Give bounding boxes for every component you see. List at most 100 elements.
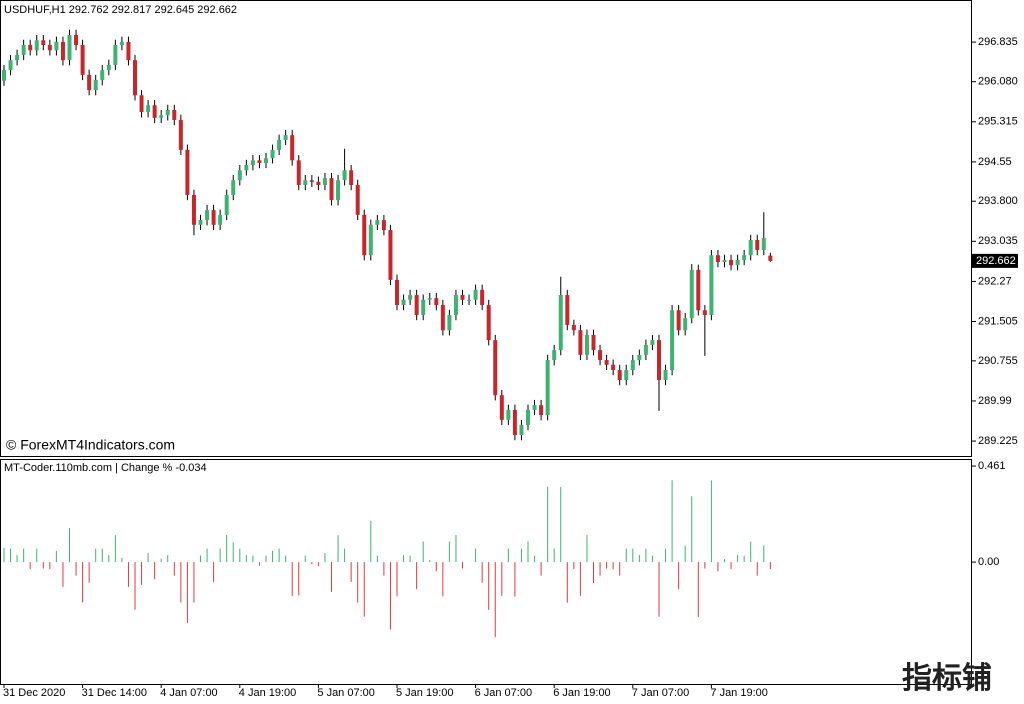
candle-body <box>611 364 616 371</box>
candle-body <box>447 314 452 331</box>
candle-body <box>336 180 341 201</box>
y-tick-label: 296.835 <box>978 36 1018 48</box>
candle-body <box>2 70 6 81</box>
price-pane <box>0 0 972 457</box>
candle-body <box>676 310 681 331</box>
candle-body <box>126 41 131 61</box>
candle-body <box>165 109 170 116</box>
candle-body <box>349 170 354 185</box>
candle-body <box>545 360 550 416</box>
candle-body <box>729 259 734 266</box>
candle-body <box>21 44 26 55</box>
candle-body <box>113 44 118 65</box>
candle-body <box>231 180 236 195</box>
candle-body <box>735 259 740 266</box>
candle-body <box>28 44 33 51</box>
candle-body <box>211 210 216 225</box>
candle-body <box>41 40 46 45</box>
price-header: USDHUF,H1 292.762 292.817 292.645 292.66… <box>4 4 237 16</box>
candle-body <box>506 409 511 420</box>
candle-body <box>440 305 445 331</box>
candle-body <box>362 214 367 256</box>
candle-body <box>650 340 655 345</box>
header-open: 292.762 <box>69 4 109 16</box>
candle-body <box>224 194 229 215</box>
candle-body <box>257 160 262 163</box>
candle-body <box>93 80 98 91</box>
y-tick-label: 295.315 <box>978 116 1018 128</box>
candle-body <box>296 160 301 185</box>
candle-body <box>264 158 268 163</box>
candle-body <box>427 298 432 300</box>
candle-body <box>218 214 223 225</box>
y-tick-label: 296.080 <box>978 76 1018 88</box>
header-low: 292.645 <box>154 4 194 16</box>
candle-body <box>571 324 576 331</box>
candle-body <box>119 41 124 45</box>
y-tick-label: 294.55 <box>978 156 1012 168</box>
candle-body <box>630 360 635 371</box>
candle-body <box>499 395 504 420</box>
candle-body <box>139 95 144 113</box>
candle-body <box>486 305 491 341</box>
candle-body <box>755 240 760 250</box>
candle-body <box>643 344 648 355</box>
candle-body <box>60 41 65 61</box>
watermark: © ForexMT4Indicators.com <box>6 437 175 453</box>
candle-body <box>381 220 386 231</box>
x-tick-label: 31 Dec 14:00 <box>82 687 147 699</box>
candle-body <box>689 269 694 319</box>
y-tick-label: 289.225 <box>978 435 1018 447</box>
candle-body <box>696 269 701 311</box>
candle-body <box>742 255 747 260</box>
candle-body <box>598 350 603 361</box>
y-tick-label: 293.800 <box>978 195 1018 207</box>
candle-body <box>473 289 478 300</box>
candle-body <box>552 350 557 361</box>
candle-body <box>624 370 629 380</box>
candle-body <box>205 210 210 221</box>
candle-body <box>578 330 583 355</box>
candle-body <box>178 119 183 150</box>
header-close: 292.662 <box>197 4 237 16</box>
candle-body <box>172 109 177 120</box>
candle-body <box>74 35 79 45</box>
candle-body <box>591 334 596 351</box>
candle-body <box>434 298 439 306</box>
y-tick-label: 0.00 <box>978 556 999 568</box>
x-tick-label: 7 Jan 07:00 <box>632 687 690 699</box>
indicator-value: -0.034 <box>175 462 206 474</box>
y-tick-label: 290.755 <box>978 355 1018 367</box>
x-tick-label: 5 Jan 07:00 <box>317 687 375 699</box>
candle-body <box>329 178 334 201</box>
candle-body <box>637 354 642 361</box>
candle-body <box>152 105 157 118</box>
candle-body <box>303 180 308 185</box>
candle-body <box>408 295 413 300</box>
x-tick-label: 4 Jan 19:00 <box>239 687 296 699</box>
x-tick-label: 5 Jan 19:00 <box>396 687 454 699</box>
candle-body <box>539 405 544 416</box>
candle-body <box>480 289 485 306</box>
candle-body <box>715 255 720 263</box>
candle-body <box>663 370 668 380</box>
candle-body <box>250 160 255 166</box>
candle-body <box>388 230 393 280</box>
candle-body <box>342 170 347 181</box>
candle-body <box>375 220 380 225</box>
candle-body <box>558 295 563 351</box>
candle-body <box>322 178 327 185</box>
price-tag <box>972 253 1018 268</box>
candle-body <box>526 409 530 426</box>
candle-body <box>460 295 465 300</box>
candle-body <box>87 74 92 91</box>
candle-body <box>8 60 13 71</box>
candle-body <box>401 299 406 306</box>
indicator-pane <box>0 459 972 685</box>
candle-body <box>368 224 373 256</box>
candle-body <box>355 184 360 215</box>
candle-body <box>237 170 242 181</box>
candle-body <box>453 295 458 315</box>
